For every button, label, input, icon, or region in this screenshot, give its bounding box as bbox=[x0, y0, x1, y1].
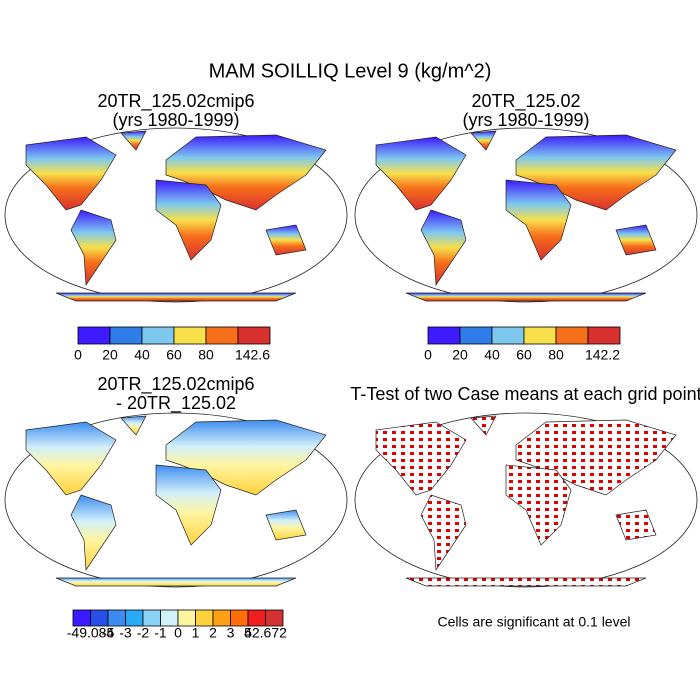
colorbar-label: 80 bbox=[548, 347, 564, 363]
map-bottom-left bbox=[4, 412, 348, 588]
colorbar-box bbox=[237, 326, 271, 345]
colorbar-label: 60 bbox=[516, 347, 532, 363]
note: Cells are significant at 0.1 level bbox=[438, 614, 631, 630]
colorbar-box bbox=[265, 609, 284, 627]
map-top-right bbox=[354, 127, 698, 303]
colorbar-label: -2 bbox=[137, 625, 150, 641]
colorbar-label: 40 bbox=[134, 347, 150, 363]
colorbar-box bbox=[247, 609, 266, 627]
colorbar-box bbox=[142, 609, 161, 627]
colorbar-label: 52.672 bbox=[244, 625, 287, 641]
map-top-left bbox=[4, 127, 348, 303]
colorbar-label: 20 bbox=[102, 347, 118, 363]
colorbar-box bbox=[109, 326, 143, 345]
colorbar-label: 0 bbox=[74, 347, 82, 363]
colorbar-box bbox=[205, 326, 239, 345]
colorbar-label: 60 bbox=[166, 347, 182, 363]
colorbar-label: 40 bbox=[484, 347, 500, 363]
panel-title: 20TR_125.02cmip6 bbox=[97, 374, 254, 395]
colorbar-label: -3 bbox=[119, 625, 132, 641]
colorbar-box bbox=[523, 326, 557, 345]
colorbar-label: 0 bbox=[424, 347, 432, 363]
colorbar-label: 80 bbox=[198, 347, 214, 363]
colorbar-box bbox=[125, 609, 144, 627]
colorbar-label: 142.2 bbox=[585, 347, 620, 363]
colorbar-box bbox=[77, 326, 111, 345]
colorbar-box bbox=[491, 326, 525, 345]
colorbar-box bbox=[427, 326, 461, 345]
colorbar-box bbox=[90, 609, 109, 627]
colorbar-label: 3 bbox=[227, 625, 235, 641]
colorbar-label: -49.085 bbox=[67, 625, 115, 641]
colorbar-box bbox=[555, 326, 589, 345]
colorbar-box bbox=[160, 609, 179, 627]
colorbar-box bbox=[173, 326, 207, 345]
colorbar-box bbox=[195, 609, 214, 627]
colorbar-box bbox=[459, 326, 493, 345]
panel-title: (yrs 1980-1999) bbox=[112, 110, 239, 130]
panel-title: T-Test of two Case means at each grid po… bbox=[350, 384, 700, 404]
panel-title: - 20TR_125.02 bbox=[116, 393, 236, 414]
colorbar-box bbox=[212, 609, 231, 627]
panel-title: (yrs 1980-1999) bbox=[462, 110, 589, 130]
figure-title: MAM SOILLIQ Level 9 (kg/m^2) bbox=[209, 60, 492, 82]
panel-title: 20TR_125.02 bbox=[471, 91, 580, 112]
colorbar-box bbox=[230, 609, 249, 627]
colorbar-label: 0 bbox=[174, 625, 182, 641]
colorbar-label: 1 bbox=[192, 625, 200, 641]
colorbar-box bbox=[72, 609, 91, 627]
colorbar-label: -4 bbox=[102, 625, 115, 641]
colorbar-box bbox=[587, 326, 621, 345]
colorbar-box bbox=[141, 326, 175, 345]
colorbar-label: 20 bbox=[452, 347, 468, 363]
colorbar-label: 4 bbox=[244, 625, 252, 641]
colorbar-box bbox=[107, 609, 126, 627]
colorbar-label: 142.6 bbox=[235, 347, 270, 363]
colorbar-box bbox=[177, 609, 196, 627]
map-bottom-right bbox=[354, 412, 698, 588]
colorbar-label: -1 bbox=[154, 625, 167, 641]
colorbar-label: 2 bbox=[209, 625, 217, 641]
panel-title: 20TR_125.02cmip6 bbox=[97, 91, 254, 112]
